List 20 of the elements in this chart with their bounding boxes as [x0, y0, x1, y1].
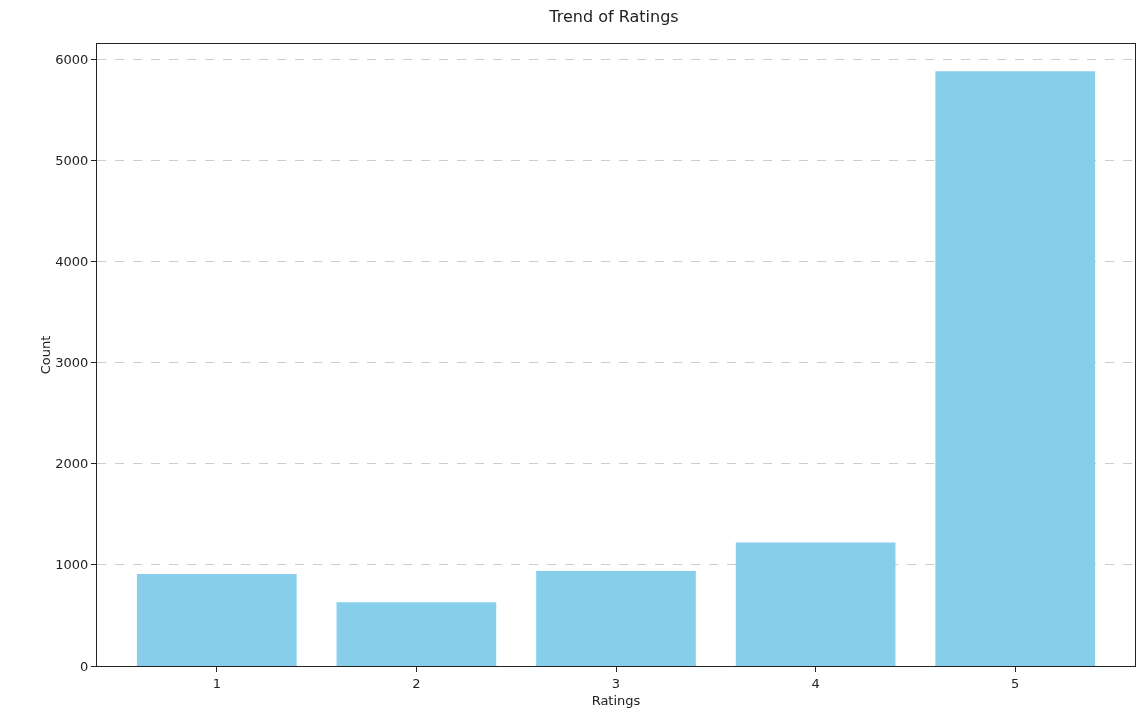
y-tick-label: 5000: [55, 152, 89, 168]
bar: [735, 542, 896, 666]
x-tick-label: 1: [212, 675, 221, 691]
bar: [136, 573, 297, 666]
y-tick-label: 3000: [55, 355, 89, 371]
y-tick-label: 2000: [55, 456, 89, 472]
x-tick-label: 4: [811, 675, 820, 691]
y-tick-label: 6000: [55, 51, 89, 67]
y-tick-label: 0: [80, 658, 89, 674]
bar: [336, 602, 497, 666]
bar: [935, 71, 1096, 666]
x-tick-label: 2: [412, 675, 421, 691]
x-tick-label: 3: [611, 675, 621, 691]
x-axis-title: Ratings: [591, 693, 641, 709]
y-tick-label: 1000: [55, 557, 89, 573]
chart-title: Trend of Ratings: [548, 7, 679, 27]
bar: [536, 570, 696, 666]
y-axis-title: Count: [38, 335, 54, 375]
x-tick-label: 5: [1011, 675, 1020, 691]
y-tick-label: 4000: [55, 254, 89, 269]
